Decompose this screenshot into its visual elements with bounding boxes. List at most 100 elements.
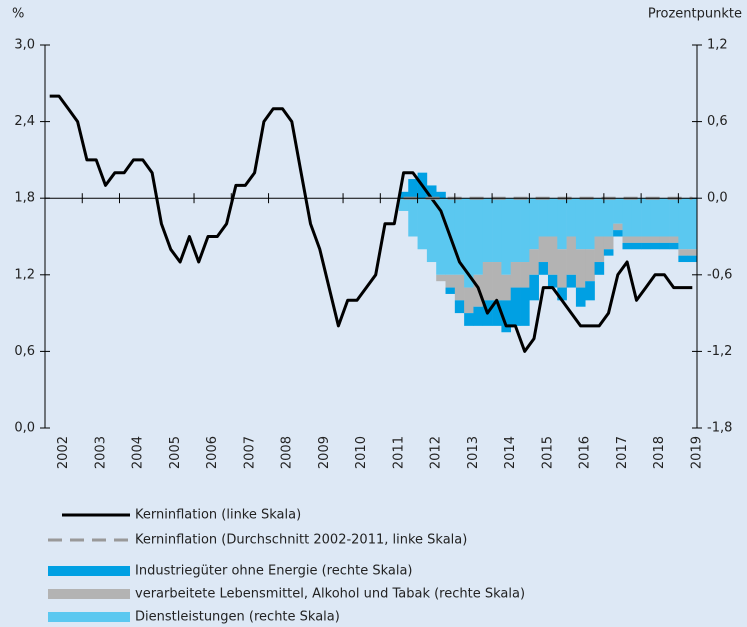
bar-segment — [594, 236, 605, 263]
bar-segment — [687, 255, 698, 263]
bars — [398, 172, 698, 333]
bar-segment — [631, 236, 642, 243]
y-tick-label: 0,0 — [14, 421, 35, 436]
x-tick-label: 2002 — [56, 436, 71, 469]
bar-segment — [678, 249, 688, 256]
bar-segment — [641, 236, 651, 243]
bar-segment — [492, 262, 502, 301]
x-tick-label: 2012 — [429, 436, 444, 469]
bar-segment — [566, 274, 577, 288]
legend-label: Kerninflation (linke Skala) — [135, 508, 301, 523]
y-tick-label: 1,8 — [14, 191, 35, 206]
legend-label: Kerninflation (Durchschnitt 2002-2011, l… — [135, 533, 467, 548]
bar-segment — [510, 198, 521, 263]
bar-segment — [650, 236, 661, 243]
y2-tick-label: 0,0 — [707, 191, 728, 206]
y-tick-label: 1,2 — [14, 267, 35, 282]
legend-label: Dienstleistungen (rechte Skala) — [135, 610, 340, 625]
x-tick-label: 2016 — [578, 436, 593, 469]
bar-segment — [594, 198, 605, 237]
bar-segment — [398, 191, 409, 199]
bar-segment — [464, 287, 474, 314]
bar-segment — [603, 249, 614, 256]
bar-segment — [464, 198, 474, 288]
bar-segment — [687, 198, 698, 250]
bar-segment — [585, 198, 595, 250]
x-tick-label: 2010 — [354, 436, 369, 469]
axes: 0,0 0,6 1,2 1,8 2,4 3,0 -1,8 -1,2 -0,6 0,0 0,6 1,2 2… — [14, 38, 732, 470]
bar-segment — [426, 185, 437, 199]
bar-segment — [538, 236, 549, 263]
bar-segment — [547, 274, 558, 288]
bar-segment — [520, 262, 530, 288]
bar-segment — [436, 191, 446, 199]
y-tick-label: 0,6 — [14, 344, 35, 359]
bar-segment — [613, 230, 623, 237]
bar-segment — [557, 287, 567, 301]
bar-segment — [669, 236, 679, 243]
bar-segment — [566, 198, 577, 237]
legend-swatch — [48, 612, 130, 622]
bar-segment — [641, 242, 651, 250]
y2-tick-label: 1,2 — [707, 38, 728, 53]
bar-segment — [482, 262, 493, 301]
bar-segment — [566, 236, 577, 275]
bar-segment — [557, 249, 567, 288]
bar-segment — [501, 198, 512, 275]
bar-segment — [473, 306, 484, 326]
bar-segment — [436, 274, 446, 282]
bar-segment — [547, 198, 558, 237]
bar-segment — [445, 287, 456, 294]
bar-segment — [659, 242, 670, 250]
bar-segment — [501, 274, 512, 301]
legend-swatch — [48, 589, 130, 599]
bar-segment — [473, 198, 484, 275]
bar-segment — [603, 198, 614, 237]
bar-segment — [417, 198, 428, 250]
x-tick-label: 2005 — [168, 436, 183, 469]
bar-segment — [408, 179, 418, 199]
x-tick-label: 2011 — [391, 436, 406, 469]
bar-segment — [613, 198, 623, 224]
bar-segment — [529, 249, 539, 275]
y2-tick-label: -1,2 — [707, 344, 732, 359]
x-tick-label: 2019 — [690, 436, 705, 469]
bar-segment — [575, 287, 586, 307]
bar-segment — [585, 281, 595, 301]
x-tick-label: 2015 — [540, 436, 555, 469]
legend-label: Industriegüter ohne Energie (rechte Skal… — [135, 564, 413, 579]
x-tick-label: 2014 — [503, 436, 518, 469]
bar-segment — [529, 198, 539, 250]
bar-segment — [436, 198, 446, 275]
x-tick-label: 2009 — [317, 436, 332, 469]
bar-segment — [454, 300, 465, 314]
bar-segment — [659, 236, 670, 243]
bar-segment — [631, 242, 642, 250]
bar-segment — [501, 300, 512, 333]
bar-segment — [492, 300, 502, 326]
bar-segment — [426, 198, 437, 263]
bar-segment — [398, 198, 409, 211]
bar-segment — [520, 287, 530, 326]
bar-segment — [445, 274, 456, 288]
bar-segment — [529, 274, 539, 301]
bar-segment — [492, 198, 502, 263]
bar-segment — [678, 255, 688, 263]
bar-segment — [622, 242, 633, 250]
y2-tick-label: -1,8 — [707, 421, 732, 436]
y-tick-label: 2,4 — [14, 114, 35, 129]
y-axis-label: % — [12, 7, 24, 22]
bar-segment — [547, 236, 558, 275]
bar-segment — [408, 198, 418, 237]
bar-segment — [613, 223, 623, 231]
bar-segment — [622, 236, 633, 243]
bar-segment — [575, 198, 586, 250]
bar-segment — [678, 198, 688, 250]
x-tick-label: 2017 — [615, 436, 630, 469]
bar-segment — [659, 198, 670, 237]
bar-segment — [603, 236, 614, 250]
bar-segment — [650, 198, 661, 237]
bar-segment — [641, 198, 651, 237]
x-tick-label: 2004 — [131, 436, 146, 469]
